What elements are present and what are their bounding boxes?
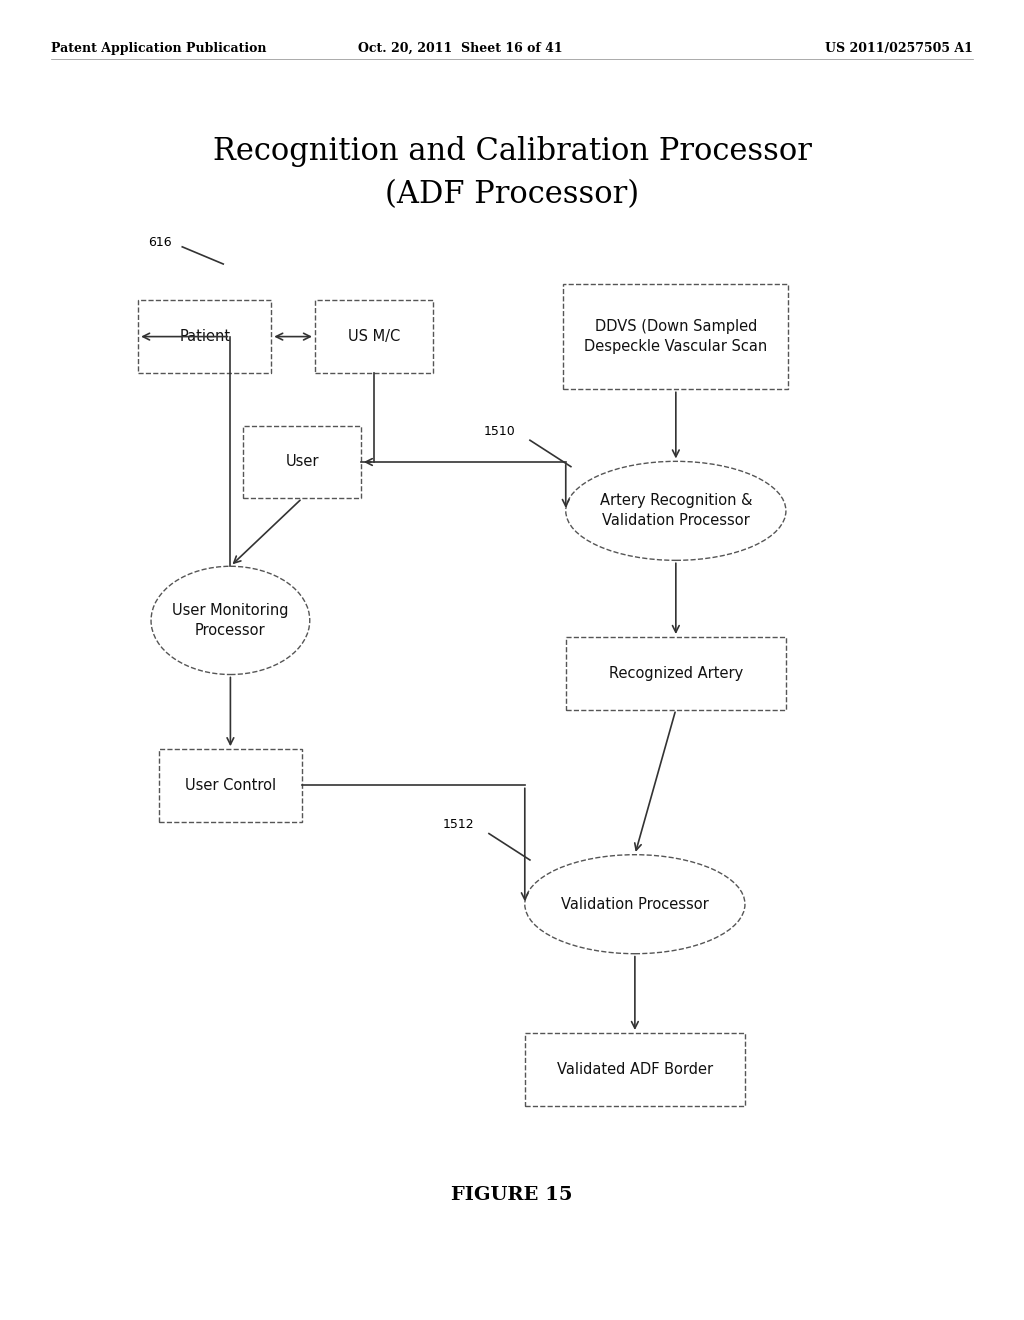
Text: FIGURE 15: FIGURE 15: [452, 1185, 572, 1204]
Ellipse shape: [565, 462, 786, 560]
Text: Validation Processor: Validation Processor: [561, 896, 709, 912]
Text: Oct. 20, 2011  Sheet 16 of 41: Oct. 20, 2011 Sheet 16 of 41: [358, 42, 563, 55]
Ellipse shape: [524, 855, 745, 953]
Text: User Control: User Control: [185, 777, 275, 793]
Text: 1512: 1512: [442, 818, 474, 832]
Text: Recognition and Calibration Processor: Recognition and Calibration Processor: [213, 136, 811, 168]
Text: User: User: [286, 454, 318, 470]
FancyBboxPatch shape: [315, 300, 432, 372]
Text: 1510: 1510: [483, 425, 516, 438]
FancyBboxPatch shape: [138, 300, 271, 372]
Text: 616: 616: [148, 236, 172, 249]
FancyBboxPatch shape: [563, 284, 788, 389]
Text: Artery Recognition &
Validation Processor: Artery Recognition & Validation Processo…: [600, 494, 752, 528]
Text: Patent Application Publication: Patent Application Publication: [51, 42, 266, 55]
Ellipse shape: [152, 566, 309, 675]
FancyBboxPatch shape: [565, 638, 786, 710]
Text: User Monitoring
Processor: User Monitoring Processor: [172, 603, 289, 638]
Text: US M/C: US M/C: [347, 329, 400, 345]
Text: (ADF Processor): (ADF Processor): [385, 178, 639, 210]
Text: DDVS (Down Sampled
Despeckle Vascular Scan: DDVS (Down Sampled Despeckle Vascular Sc…: [585, 319, 767, 354]
Text: Validated ADF Border: Validated ADF Border: [557, 1061, 713, 1077]
Text: Recognized Artery: Recognized Artery: [608, 665, 743, 681]
Text: US 2011/0257505 A1: US 2011/0257505 A1: [825, 42, 973, 55]
FancyBboxPatch shape: [159, 750, 302, 821]
Text: Patient: Patient: [179, 329, 230, 345]
FancyBboxPatch shape: [524, 1032, 744, 1106]
FancyBboxPatch shape: [244, 425, 360, 498]
